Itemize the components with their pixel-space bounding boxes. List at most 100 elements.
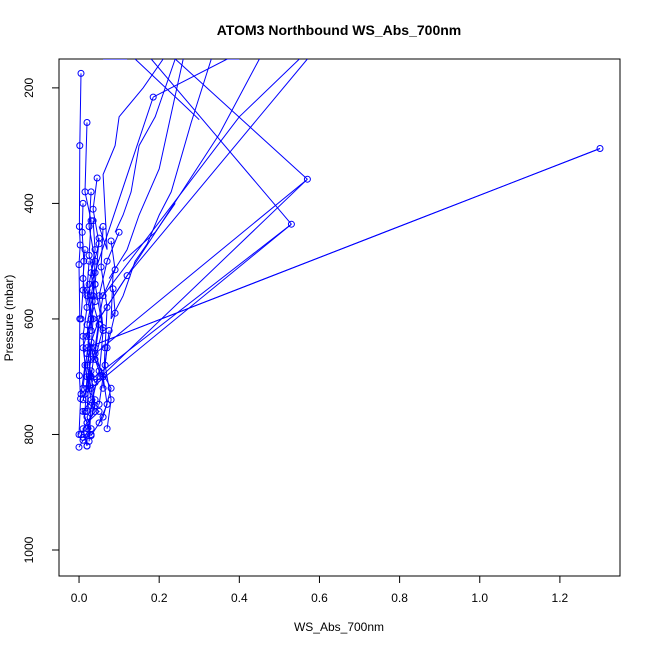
profile-segment-7 [98,59,260,320]
profile-line-5 [86,240,116,446]
profile-line-19 [94,238,104,377]
data-point [109,285,117,293]
data-point [103,257,111,265]
data-point [75,372,83,380]
x-tick-label: 1.0 [471,591,488,605]
data-point [103,303,111,311]
y-tick-label: 800 [22,424,36,444]
data-point [287,220,295,228]
x-tick-label: 0.2 [151,591,168,605]
profile-segment-9 [174,59,308,180]
data-point [123,272,131,280]
y-tick-label: 1000 [22,536,36,563]
profile-segment-1 [134,59,200,121]
profile-segment-3 [94,178,308,354]
data-point [87,402,95,410]
data-point [87,188,95,196]
spike-line-2 [98,59,164,250]
x-axis: 0.0 0.2 0.4 0.6 0.8 1.0 1.2 [71,575,569,605]
data-point [83,303,91,311]
data-point [99,384,107,392]
data-point [89,292,97,300]
x-tick-label: 0.8 [391,591,408,605]
y-axis: 200 400 600 800 1000 [22,78,60,563]
y-tick-label: 200 [22,78,36,98]
data-point [101,361,109,369]
data-point [77,69,85,77]
profile-segment-2 [126,59,308,276]
data-point [97,263,105,271]
data-point [75,443,83,451]
profile-line-7 [86,177,100,442]
x-tick-label: 1.2 [552,591,569,605]
data-point [107,396,115,404]
spike-line-3 [114,59,176,233]
chart-title: ATOM3 Northbound WS_Abs_700nm [217,22,462,38]
profile-segment-0 [152,59,228,98]
data-point [83,286,91,294]
data-point [103,425,111,433]
profile-line-12 [90,272,104,405]
data-point [115,228,123,236]
profile-line-15 [80,203,85,319]
profile-line-11 [82,220,96,389]
data-point [111,266,119,274]
data-point [81,246,89,254]
data-point [77,315,85,323]
y-tick-label: 400 [22,193,36,213]
data-point [93,174,101,182]
profile-line-16 [100,226,108,389]
data-point [91,280,99,288]
data-point [596,145,604,152]
data-point [77,390,85,398]
data-point [87,355,95,363]
data-point [89,315,97,323]
data-point [95,400,103,408]
data-point [79,332,87,340]
data-point [81,361,89,369]
data-point [85,437,93,445]
data-point [83,407,91,415]
profile-line-18 [88,191,96,331]
profile-line-17 [104,330,112,429]
spike-line-5 [108,59,184,279]
data-point [91,257,99,265]
data-point [95,234,103,242]
data-point [87,327,95,334]
data-point [99,292,107,300]
y-axis-label: Pressure (mbar) [2,275,16,362]
data-point [89,217,97,225]
profile-line-6 [90,232,120,436]
data-point [85,223,93,230]
data-point [149,93,157,101]
data-point [91,402,99,410]
data-point [83,332,91,340]
data-point [95,419,103,427]
x-tick-label: 0.4 [231,591,248,605]
x-axis-label: WS_Abs_700nm [294,620,384,634]
x-tick-label: 0.6 [311,591,328,605]
data-point [83,119,91,126]
data-point [76,142,84,150]
data-point [78,228,86,236]
data-point [79,286,87,294]
data-point [99,223,107,230]
x-tick-label: 0.0 [71,591,88,605]
data-point [111,309,119,317]
data-point [80,257,88,265]
data-point [85,373,93,381]
data-point [91,350,99,358]
data-point [95,407,103,415]
data-point [87,344,95,352]
data-point [99,327,107,334]
data-point [87,425,95,433]
plot-area [75,59,604,451]
y-tick-label: 600 [22,309,36,329]
data-point [75,431,83,438]
data-point [107,237,115,245]
data-point [81,407,89,415]
data-point [107,384,115,392]
data-point [95,373,103,381]
data-point [303,175,311,183]
